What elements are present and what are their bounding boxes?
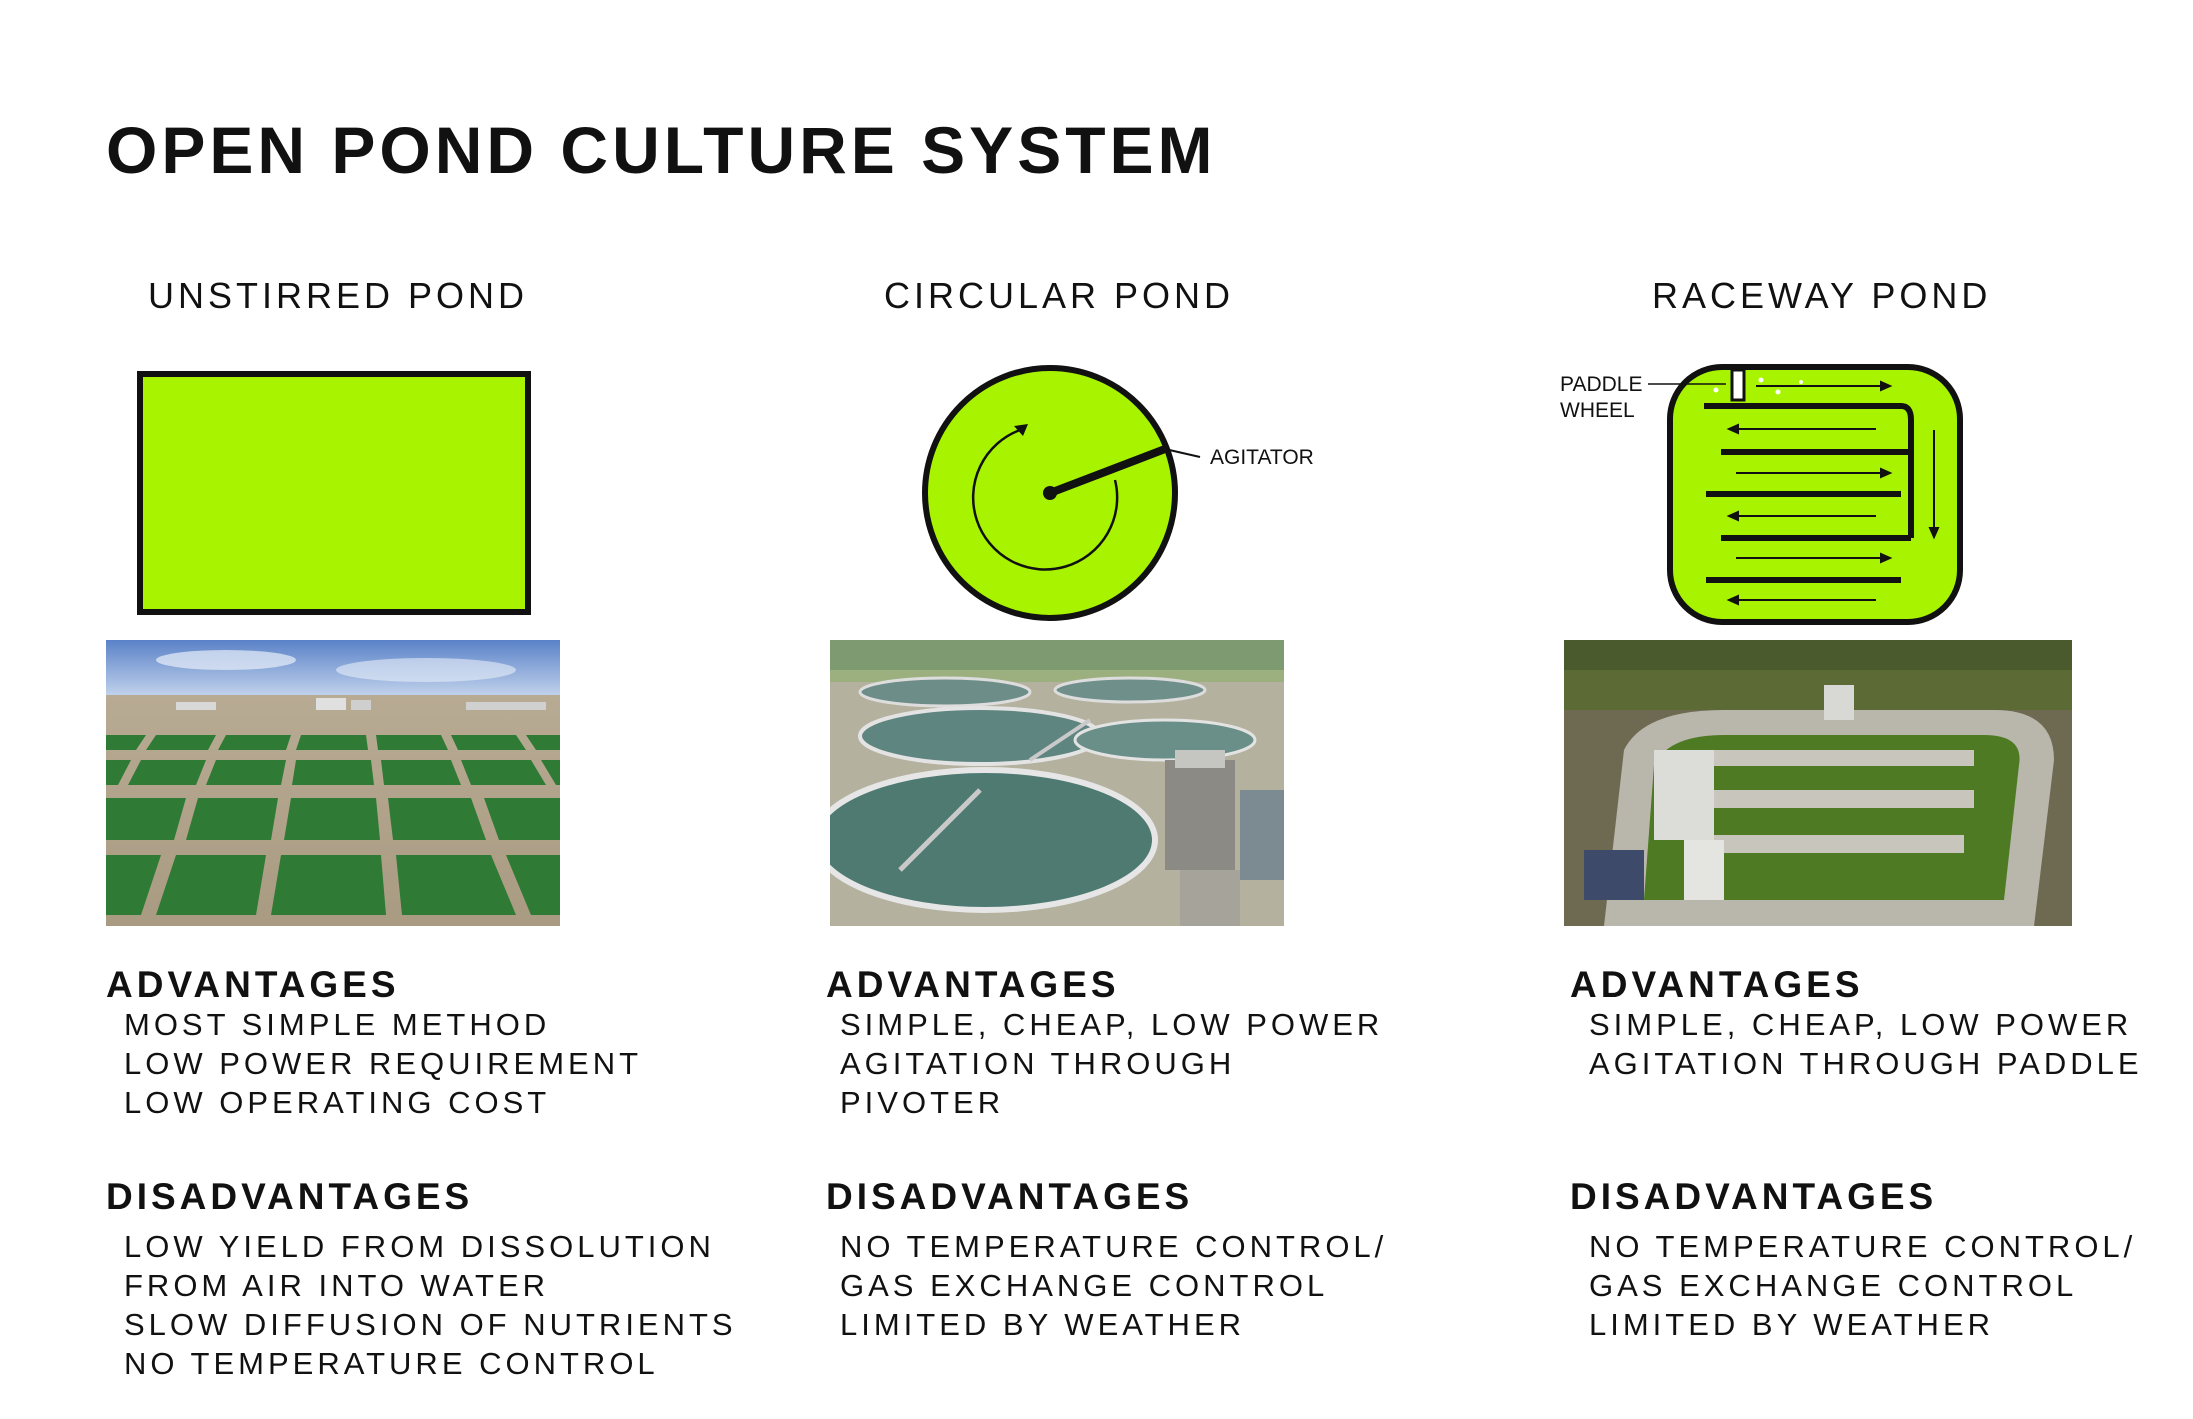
raceway-advantages-list: SIMPLE, CHEAP, LOW POWER AGITATION THROU… <box>1589 1005 2143 1083</box>
list-item: LOW POWER REQUIREMENT <box>124 1046 643 1081</box>
list-item: SIMPLE, CHEAP, LOW POWER <box>840 1007 1384 1042</box>
list-item: NO TEMPERATURE CONTROL/ <box>1589 1229 2137 1264</box>
raceway-pond-photo <box>1564 640 2072 926</box>
list-item: AGITATION THROUGH PADDLE <box>1589 1046 2143 1081</box>
unstirred-advantages-heading: ADVANTAGES <box>106 964 400 1005</box>
unstirred-pond-diagram <box>137 371 531 615</box>
circular-advantages-list: SIMPLE, CHEAP, LOW POWER AGITATION THROU… <box>840 1005 1383 1122</box>
list-item: LOW OPERATING COST <box>124 1085 551 1120</box>
circular-ponds-photo <box>830 640 1284 926</box>
raceway-pond-heading: RACEWAY POND <box>1652 275 1992 316</box>
unstirred-disadvantages-list: LOW YIELD FROM DISSOLUTION FROM AIR INTO… <box>124 1227 737 1383</box>
list-item: MOST SIMPLE METHOD <box>124 1007 551 1042</box>
unstirred-advantages-list: MOST SIMPLE METHOD LOW POWER REQUIREMENT… <box>124 1005 642 1122</box>
circular-pond-diagram: AGITATOR <box>922 365 1314 621</box>
circular-disadvantages-list: NO TEMPERATURE CONTROL/ GAS EXCHANGE CON… <box>840 1227 1387 1344</box>
raceway-pond-diagram: PADDLE WHEEL <box>1560 364 1963 625</box>
circular-pond-heading: CIRCULAR POND <box>884 275 1235 316</box>
circular-disadvantages-heading: DISADVANTAGES <box>826 1176 1194 1217</box>
list-item: FROM AIR INTO WATER <box>124 1268 550 1303</box>
list-item: AGITATION THROUGH <box>840 1046 1236 1081</box>
list-item: LIMITED BY WEATHER <box>1589 1307 1995 1342</box>
aerial-grid-ponds-photo <box>106 640 560 926</box>
list-item: SLOW DIFFUSION OF NUTRIENTS <box>124 1307 737 1342</box>
unstirred-disadvantages-heading: DISADVANTAGES <box>106 1176 474 1217</box>
paddle-label: PADDLE <box>1560 373 1642 396</box>
agitator-label: AGITATOR <box>1210 446 1314 469</box>
list-item: SIMPLE, CHEAP, LOW POWER <box>1589 1007 2133 1042</box>
list-item: GAS EXCHANGE CONTROL <box>840 1268 1329 1303</box>
raceway-disadvantages-list: NO TEMPERATURE CONTROL/ GAS EXCHANGE CON… <box>1589 1227 2136 1344</box>
wheel-label: WHEEL <box>1560 399 1635 422</box>
list-item: NO TEMPERATURE CONTROL <box>124 1346 659 1381</box>
list-item: LIMITED BY WEATHER <box>840 1307 1246 1342</box>
list-item: LOW YIELD FROM DISSOLUTION <box>124 1229 715 1264</box>
unstirred-pond-heading: UNSTIRRED POND <box>148 275 529 316</box>
list-item: PIVOTER <box>840 1085 1005 1120</box>
raceway-advantages-heading: ADVANTAGES <box>1570 964 1864 1005</box>
list-item: NO TEMPERATURE CONTROL/ <box>840 1229 1388 1264</box>
page-title: OPEN POND CULTURE SYSTEM <box>106 113 1217 187</box>
raceway-disadvantages-heading: DISADVANTAGES <box>1570 1176 1938 1217</box>
list-item: GAS EXCHANGE CONTROL <box>1589 1268 2078 1303</box>
circular-advantages-heading: ADVANTAGES <box>826 964 1120 1005</box>
